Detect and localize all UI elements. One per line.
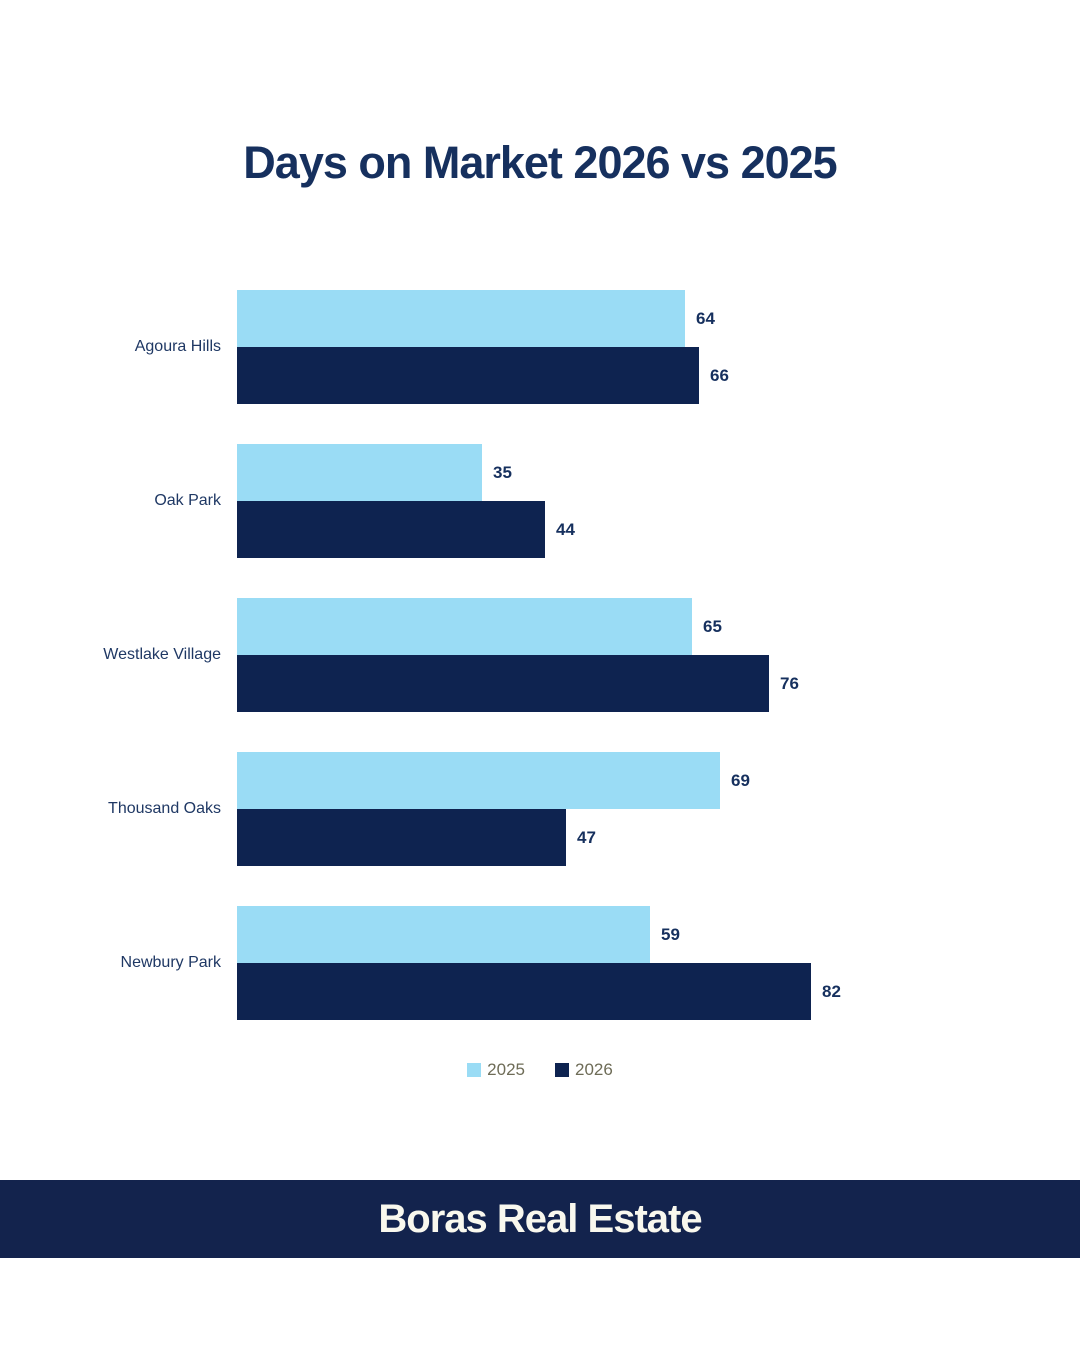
value-label: 44 [556,519,575,539]
bar-line: 35 [237,444,575,501]
bar-line: 69 [237,752,750,809]
bar-group: 59 82 [237,906,841,1020]
legend-item-2025: 2025 [467,1060,525,1080]
bar-group: 69 47 [237,752,750,866]
bar-group: 65 76 [237,598,799,712]
category-label: Westlake Village [103,646,221,663]
legend-swatch-icon [555,1063,569,1077]
value-label: 69 [731,770,750,790]
bar-line: 44 [237,501,575,558]
legend-swatch-icon [467,1063,482,1077]
bar-line: 65 [237,598,799,655]
value-label: 76 [780,673,799,693]
bar-group: 64 66 [237,290,729,404]
bar-chart: Agoura Hills 64 66 Oak Park 35 44 Westlake Vil… [0,290,1080,1020]
category-label: Thousand Oaks [108,800,221,817]
value-label: 82 [822,981,841,1001]
bar-line: 82 [237,963,841,1020]
chart-title: Days on Market 2026 vs 2025 [243,137,837,188]
chart-legend: 2025 2026 [0,1060,1080,1080]
bar-2025 [237,444,482,501]
category-label: Agoura Hills [134,338,221,355]
bar-2026 [237,963,811,1020]
chart-rows: Agoura Hills 64 66 Oak Park 35 44 Westlake Vil… [0,290,1080,1020]
chart-row: Thousand Oaks 69 47 [0,752,1080,866]
bar-2026 [237,501,545,558]
bar-line: 64 [237,290,729,347]
value-label: 59 [661,924,680,944]
bar-2025 [237,598,692,655]
category-label: Newbury Park [120,954,221,971]
bar-line: 66 [237,347,729,404]
value-label: 64 [696,308,715,328]
value-label: 66 [710,365,729,385]
chart-row: Newbury Park 59 82 [0,906,1080,1020]
bar-2025 [237,906,650,963]
bar-2025 [237,752,720,809]
bar-2026 [237,809,566,866]
legend-label: 2025 [487,1060,525,1079]
chart-row: Agoura Hills 64 66 [0,290,1080,404]
category-label: Oak Park [154,492,221,509]
footer-banner: Boras Real Estate [0,1180,1080,1258]
legend-item-2026: 2026 [555,1060,613,1080]
chart-row: Oak Park 35 44 [0,444,1080,558]
footer-brand: Boras Real Estate [378,1196,702,1241]
value-label: 47 [577,827,596,847]
bar-line: 47 [237,809,750,866]
value-label: 35 [493,462,512,482]
bar-2025 [237,290,685,347]
bar-line: 59 [237,906,841,963]
chart-row: Westlake Village 65 76 [0,598,1080,712]
bar-line: 76 [237,655,799,712]
value-label: 65 [703,616,722,636]
bar-2026 [237,655,769,712]
bar-2026 [237,347,699,404]
legend-label: 2026 [575,1060,613,1079]
bar-group: 35 44 [237,444,575,558]
